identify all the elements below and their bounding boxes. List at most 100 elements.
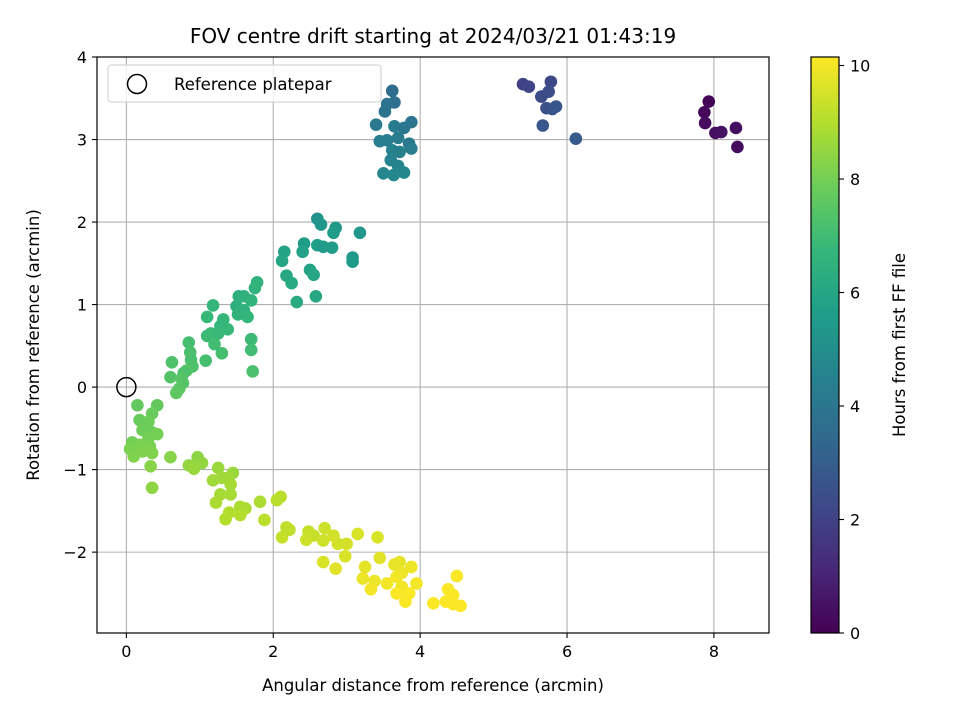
scatter-point <box>390 570 403 584</box>
y-axis-label: Rotation from reference (arcmin) <box>24 209 43 481</box>
scatter-point <box>206 474 220 487</box>
plot-background <box>97 57 769 633</box>
plot-area <box>96 56 770 634</box>
y-tick-label: 2 <box>77 213 87 232</box>
scatter-point <box>182 336 196 349</box>
colorbar-tick-label: 6 <box>850 284 860 303</box>
scatter-point <box>224 478 237 491</box>
y-tick-label: 4 <box>77 48 87 67</box>
colorbar-tick-label: 10 <box>850 57 870 76</box>
scatter-point <box>377 167 390 180</box>
scatter-point <box>145 446 159 460</box>
legend-marker-reference <box>126 73 148 95</box>
scatter-point <box>244 294 258 307</box>
scatter-point <box>275 254 289 268</box>
scatter-point <box>127 450 141 463</box>
scatter-point <box>164 450 177 464</box>
scatter-point <box>224 488 237 501</box>
scatter-point <box>397 121 411 135</box>
chart-title: FOV centre drift starting at 2024/03/21 … <box>190 24 676 48</box>
scatter-point <box>405 560 418 574</box>
scatter-point <box>387 168 401 182</box>
scatter-point <box>380 134 394 147</box>
scatter-point <box>714 125 728 139</box>
scatter-point <box>399 595 412 608</box>
scatter-point <box>569 132 583 145</box>
y-tick-label: 3 <box>77 131 87 150</box>
scatter-point <box>371 530 384 544</box>
scatter-point <box>393 145 406 159</box>
x-tick-label: 6 <box>562 642 572 661</box>
scatter-point <box>258 513 271 527</box>
scatter-point <box>731 140 744 154</box>
legend-box <box>107 64 382 103</box>
scatter-point <box>373 551 387 565</box>
scatter-point <box>549 100 563 113</box>
x-axis: 0 2 4 6 8 <box>121 633 719 661</box>
scatter-point <box>131 398 144 412</box>
y-tick-label: −2 <box>63 543 87 562</box>
scatter-point <box>316 555 330 569</box>
scatter-point <box>356 572 370 585</box>
scatter-point <box>164 370 177 384</box>
scatter-point <box>329 562 342 575</box>
scatter-point <box>327 226 340 240</box>
scatter-point <box>454 599 467 613</box>
scatter-point <box>346 255 359 268</box>
scatter-point <box>380 577 394 590</box>
scatter-point <box>353 226 367 240</box>
colorbar: 0 2 4 6 8 10 Hours from first FF file <box>810 56 909 643</box>
scatter-point <box>206 299 220 312</box>
scatter-point <box>246 365 259 378</box>
colorbar-gradient <box>810 56 840 634</box>
plot-frame <box>96 56 770 634</box>
scatter-point <box>244 343 258 357</box>
scatter-point <box>338 549 352 563</box>
legend: Reference platepar <box>107 64 382 103</box>
scatter-point <box>215 346 229 360</box>
colorbar-tick-label: 0 <box>850 624 860 643</box>
scatter-point <box>450 569 464 583</box>
scatter-point <box>241 310 254 324</box>
scatter-point <box>405 142 418 155</box>
scatter-point <box>144 460 157 473</box>
scatter-point <box>340 537 354 551</box>
scatter-point <box>427 596 440 610</box>
scatter-point <box>331 537 345 551</box>
scatter-point <box>285 276 298 290</box>
scatter-point <box>325 241 339 254</box>
y-tick-label: 0 <box>77 378 87 397</box>
scatter-point <box>522 80 536 94</box>
scatter-point <box>187 462 201 476</box>
scatter-points <box>123 75 744 613</box>
scatter-point <box>307 268 320 282</box>
scatter-point <box>369 118 383 131</box>
colorbar-tick-label: 8 <box>850 170 860 189</box>
scatter-point <box>275 530 289 544</box>
scatter-point <box>544 75 558 89</box>
scatter-point <box>200 329 214 343</box>
scatter-point <box>170 386 183 400</box>
scatter-point <box>316 534 330 547</box>
scatter-point <box>702 95 716 108</box>
scatter-point <box>358 560 372 574</box>
scatter-point <box>318 521 331 535</box>
colorbar-tick-label: 2 <box>850 511 860 530</box>
reference-platepar-marker <box>116 376 137 398</box>
scatter-point <box>729 121 743 135</box>
scatter-point <box>209 496 223 509</box>
x-axis-label: Angular distance from reference (arcmin) <box>262 676 604 695</box>
scatter-point <box>351 527 365 541</box>
scatter-point <box>165 356 179 369</box>
x-tick-label: 2 <box>268 642 278 661</box>
colorbar-ticks: 0 2 4 6 8 10 <box>839 57 870 643</box>
scatter-point <box>410 577 423 590</box>
scatter-point <box>233 508 247 522</box>
scatter-point <box>145 481 159 495</box>
scatter-point <box>300 533 313 547</box>
scatter-point <box>385 84 399 98</box>
scatter-point <box>397 166 411 179</box>
scatter-point <box>698 116 712 130</box>
scatter-point <box>388 120 401 133</box>
